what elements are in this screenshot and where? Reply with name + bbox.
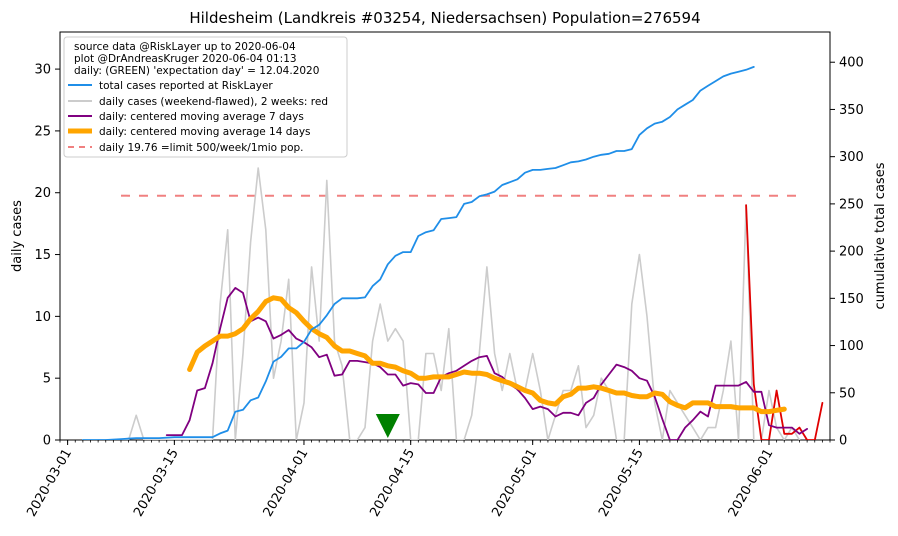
x-tick-label: 2020-04-01 <box>261 447 312 520</box>
legend-label-limit: daily 19.76 =limit 500/week/1mio pop. <box>99 142 304 154</box>
chart-title: Hildesheim (Landkreis #03254, Niedersach… <box>189 9 700 27</box>
series-cumulative-line <box>82 66 755 440</box>
y-right-tick-label: 0 <box>839 434 847 449</box>
series-daily-recent-line <box>745 204 824 440</box>
legend-header-source: source data @RiskLayer up to 2020-06-04 <box>74 41 296 53</box>
legend-label-ma14: daily: centered moving average 14 days <box>99 126 311 138</box>
y-left-tick-label: 20 <box>34 186 51 201</box>
y-right-tick-label: 50 <box>839 386 856 401</box>
x-tick-label: 2020-03-01 <box>24 447 75 520</box>
y-left-tick-label: 25 <box>34 124 51 139</box>
y-right-tick-label: 350 <box>839 103 864 118</box>
legend-header-expectation: daily: (GREEN) 'expectation day' = 12.04… <box>74 65 319 77</box>
y-left-tick-label: 10 <box>34 310 51 325</box>
series-ma14-line <box>187 295 787 415</box>
legend-label-total: total cases reported at RiskLayer <box>99 80 273 92</box>
y-right-tick-label: 300 <box>839 150 864 165</box>
y-right-tick-label: 400 <box>839 56 864 71</box>
y-axis-left: 0 5 10 15 20 25 30 <box>34 63 60 449</box>
x-tick-label: 2020-06-01 <box>726 447 777 520</box>
legend-box <box>63 36 348 158</box>
x-tick-label: 2020-04-15 <box>367 447 418 520</box>
legend-label-ma7: daily: centered moving average 7 days <box>99 111 304 123</box>
plot-area <box>59 31 831 441</box>
y-right-tick-label: 200 <box>839 245 864 260</box>
legend-label-daily: daily cases (weekend-flawed), 2 weeks: r… <box>99 96 328 108</box>
y-right-tick-label: 100 <box>839 339 864 354</box>
y-right-tick-label: 250 <box>839 197 864 212</box>
legend-header-plot: plot @DrAndreasKruger 2020-06-04 01:13 <box>74 53 297 65</box>
y-axis-right-label: cumulative total cases <box>873 162 888 309</box>
expectation-day-marker <box>375 414 400 438</box>
y-left-tick-label: 30 <box>34 63 51 78</box>
x-tick-label: 2020-05-01 <box>489 447 540 520</box>
y-left-tick-label: 5 <box>43 372 51 387</box>
series-daily-cases-line <box>97 167 801 440</box>
x-axis: 2020-03-01 2020-03-15 2020-04-01 2020-04-15… <box>24 440 831 520</box>
x-tick-label: 2020-05-15 <box>596 447 647 520</box>
y-axis-left-label: daily cases <box>10 200 25 272</box>
series-ma7-line <box>165 287 808 440</box>
legend: source data @RiskLayer up to 2020-06-04 … <box>63 36 348 158</box>
y-right-tick-label: 150 <box>839 292 864 307</box>
y-axis-right: 0 50 100 150 200 250 300 350 400 <box>830 56 864 449</box>
x-tick-label: 2020-03-15 <box>131 447 182 520</box>
y-left-tick-label: 0 <box>43 434 51 449</box>
y-left-tick-label: 15 <box>34 248 51 263</box>
